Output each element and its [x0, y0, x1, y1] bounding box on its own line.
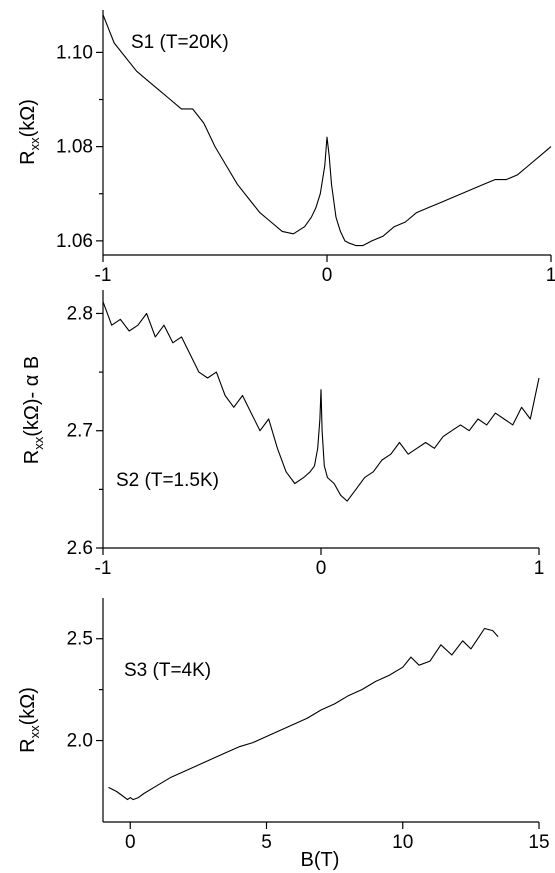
y-axis-label: Rxx(kΩ)- α B: [21, 356, 46, 464]
x-tick-label: 1: [546, 265, 555, 286]
y-tick-label: 2.5: [67, 629, 93, 650]
y-axis-label: Rxx(kΩ): [17, 687, 42, 753]
x-tick-label: 5: [261, 832, 272, 853]
y-tick-label: 2.7: [67, 421, 93, 442]
y-tick-label: 2.6: [67, 538, 93, 559]
x-axis-label: B(T): [301, 849, 340, 871]
y-tick-label: 1.10: [56, 42, 93, 63]
y-tick-label: 2.0: [67, 731, 93, 752]
x-tick-label: -1: [95, 558, 112, 579]
x-tick-label: 0: [316, 558, 327, 579]
x-tick-label: 0: [125, 832, 136, 853]
panel-s3: S3 (T=4K) B(T) 2.0 2.5 0 5 10 15 Rxx(kΩ): [17, 598, 550, 871]
panel-s2: S2 (T=1.5K) 2.6 2.7 2.8 -1 0 1 Rxx(kΩ)- α B: [21, 290, 544, 579]
series-line-2: [102, 301, 540, 502]
x-tick-label: 1: [534, 558, 545, 579]
x-tick-label: 0: [322, 265, 333, 286]
y-tick-label: 2.8: [67, 303, 93, 324]
annotation-s1: S1 (T=20K): [131, 32, 229, 53]
series-line-1: [102, 14, 552, 247]
y-tick-label: 1.08: [56, 137, 93, 158]
x-tick-label: -1: [95, 265, 112, 286]
series-line-3: [108, 627, 499, 801]
y-axis-label: Rxx(kΩ): [17, 99, 42, 165]
x-tick-label: 15: [528, 832, 549, 853]
annotation-s3: S3 (T=4K): [124, 660, 211, 681]
y-tick-label: 1.06: [56, 231, 93, 252]
annotation-s2: S2 (T=1.5K): [116, 470, 219, 491]
panel-s1: S1 (T=20K) 1.06 1.08 1.10 -1 0 1 Rxx(kΩ): [17, 10, 555, 286]
x-tick-label: 10: [392, 832, 413, 853]
